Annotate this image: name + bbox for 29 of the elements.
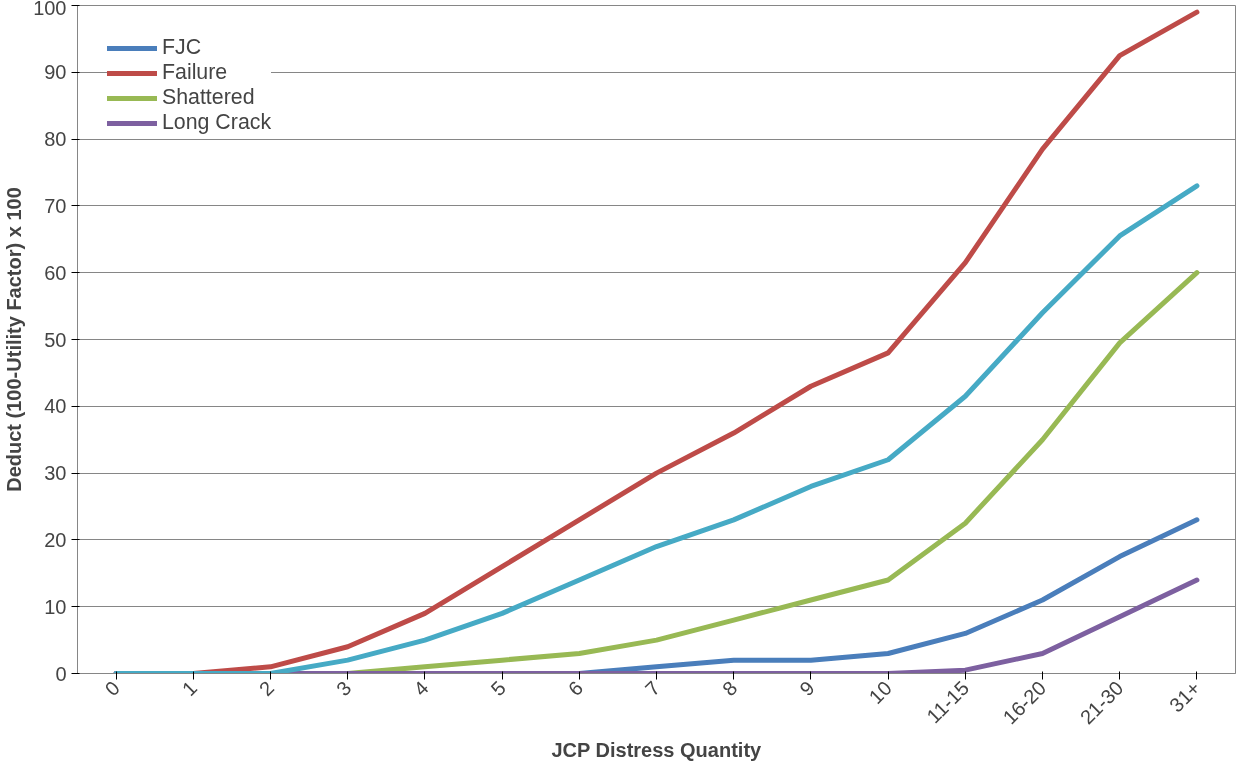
y-tick-label: 90 — [44, 61, 67, 84]
y-axis-title: Deduct (100-Utility Factor) x 100 — [3, 187, 26, 492]
legend-label: FJC — [162, 35, 202, 60]
y-tick-label: 80 — [44, 128, 67, 151]
x-axis-title: JCP Distress Quantity — [551, 738, 763, 761]
y-tick-label: 100 — [33, 0, 67, 19]
y-tick-label: 50 — [44, 328, 67, 351]
x-tick-label: 8 — [718, 676, 742, 701]
x-tick-label: 10 — [864, 676, 896, 709]
x-tick-label: 7 — [640, 676, 665, 701]
x-tick-label: 31+ — [1165, 676, 1205, 717]
y-tick-label: 10 — [44, 595, 67, 618]
y-tick-label: 60 — [44, 261, 67, 284]
x-tick-label: 3 — [332, 676, 356, 701]
x-tick-label: 2 — [254, 676, 279, 701]
x-tick-label: 9 — [795, 676, 819, 701]
y-tick-label: 30 — [44, 462, 67, 485]
y-tick-label: 0 — [55, 662, 67, 685]
y-tick-label: 70 — [44, 194, 67, 217]
y-tick-label: 20 — [44, 528, 67, 551]
x-tick-label: 5 — [486, 676, 510, 701]
x-tick-label: 0 — [100, 676, 124, 701]
x-tick-label: 4 — [409, 676, 433, 701]
y-tick-label: 40 — [44, 395, 67, 418]
legend-label: Shattered — [162, 85, 255, 110]
legend-label: Long Crack — [162, 110, 272, 135]
x-tick-label: 6 — [563, 676, 588, 701]
legend-label: Failure — [162, 60, 228, 85]
x-tick-label: 1 — [177, 676, 202, 701]
